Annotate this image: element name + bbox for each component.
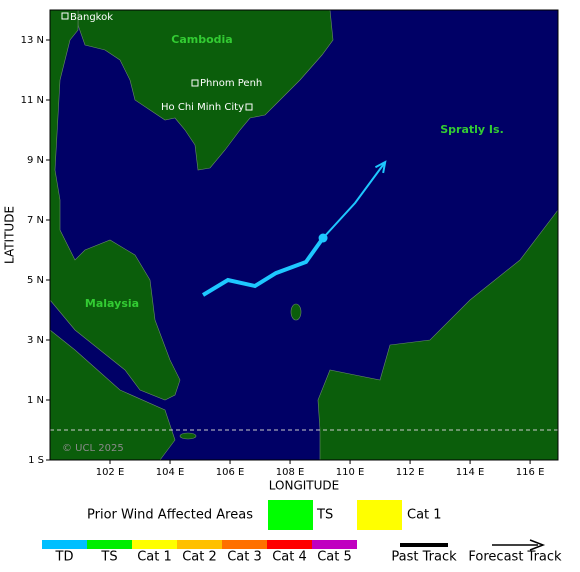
y-tick-label: 11 N [21,95,44,106]
forecast-track-sample [529,539,546,551]
x-tick-label: 116 E [516,467,545,478]
legend-label: Cat 1 [407,508,442,523]
x-tick-label: 110 E [336,467,365,478]
scale-label: Cat 3 [227,550,262,565]
land [49,9,559,461]
x-tick-label: 114 E [456,467,485,478]
x-tick-label: 104 E [156,467,185,478]
map-frame [49,9,559,461]
x-tick-label: 108 E [276,467,305,478]
y-tick-label: 5 N [27,275,44,286]
city-label: Ho Chi Minh City [161,102,244,113]
x-axis-label: LONGITUDE [269,479,339,493]
scale-swatch [132,540,177,549]
legend-title: Prior Wind Affected Areas [87,508,253,523]
copyright: © UCL 2025 [62,443,124,454]
x-tick-label: 102 E [96,467,125,478]
city-label: Phnom Penh [200,78,262,89]
scale-swatch [87,540,132,549]
scale-label: Cat 4 [272,550,307,565]
scale-swatch [222,540,267,549]
city-marker [245,103,253,111]
legend-label: TS [316,508,333,523]
axes: 102 E 104 E 106 E 108 E 110 E 112 E 114 E 116 E… [21,35,545,478]
scale-swatch [42,540,87,549]
y-tick-label: 1 N [27,395,44,406]
region-label: Malaysia [85,297,139,310]
x-tick-label: 106 E [216,467,245,478]
scale-label: Cat 2 [182,550,217,565]
legend-swatch [357,500,402,530]
past-track [201,236,325,297]
current-position [318,233,328,243]
scale-label: TD [55,550,74,565]
city-marker [61,12,69,20]
y-tick-label: 7 N [27,215,44,226]
y-tick-label: 3 N [27,335,44,346]
region-label: Cambodia [171,33,232,46]
y-tick-label: 9 N [27,155,44,166]
y-axis-label: LATITUDE [3,206,17,264]
scale-label: TS [100,550,117,565]
city-marker [191,79,199,87]
scale-swatch [312,540,357,549]
forecast-arrowhead [374,160,387,174]
y-tick-label: 1 S [28,455,44,466]
legend-swatch [268,500,313,530]
legend-label: Forecast Track [468,550,562,565]
y-tick-label: 13 N [21,35,44,46]
x-tick-label: 112 E [396,467,425,478]
scale-swatch [267,540,312,549]
intensity-scale: TD TS Cat 1 Cat 2 Cat 3 Cat 4 Cat 5 [42,540,357,565]
legend-label: Past Track [391,550,457,565]
scale-label: Cat 5 [317,550,352,565]
scale-label: Cat 1 [137,550,172,565]
scale-swatch [177,540,222,549]
city-label: Bangkok [70,12,113,23]
forecast-track [322,161,386,239]
region-label: Spratly Is. [440,123,504,136]
